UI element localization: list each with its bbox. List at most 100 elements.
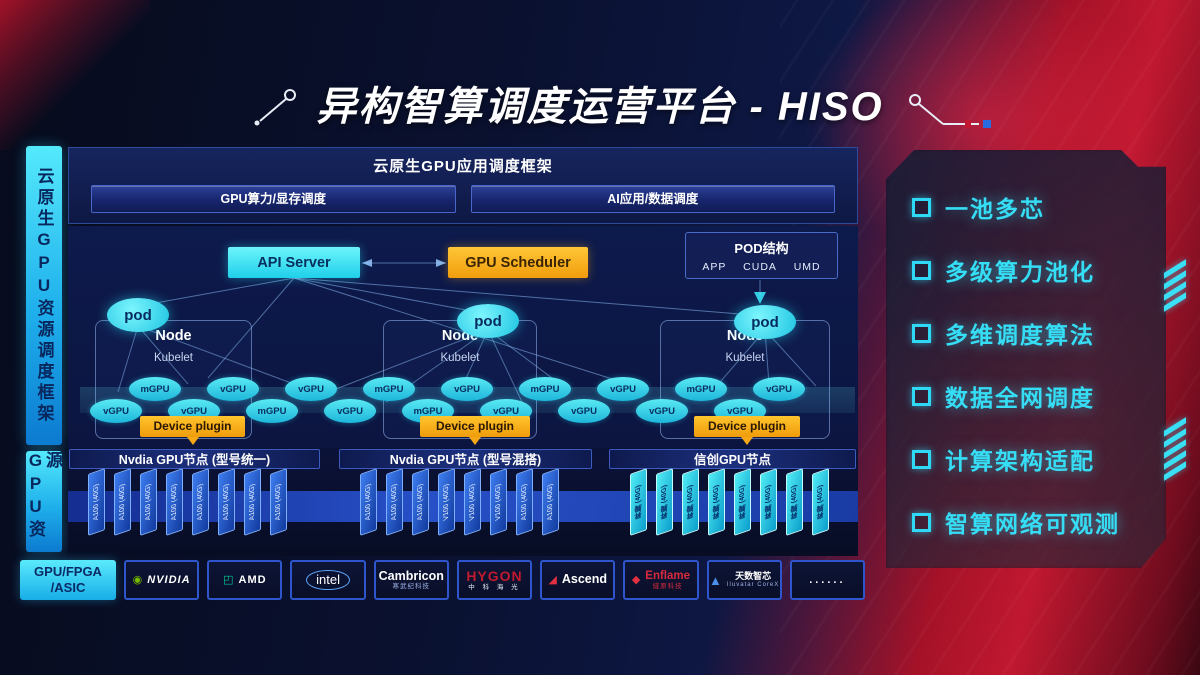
device-plugin-3: Device plugin [694, 416, 800, 445]
pod-structure-box: POD结构 APP CUDA UMD [685, 232, 838, 279]
feature-item: 智算网络可观测 [912, 505, 1166, 539]
gpu-card: 昇腾 (40G) [786, 468, 803, 536]
vendor-brand: Ascend [561, 572, 608, 587]
pod-ellipse-3: pod [734, 305, 796, 339]
app-scheduling-framework-panel: 云原生GPU应用调度框架 GPU算力/显存调度 AI应用/数据调度 [68, 147, 858, 224]
vendor-brand: NVIDIA [147, 573, 191, 586]
hazard-stripes-bottom-icon [1164, 417, 1186, 481]
gpu-card: 昇腾 (40G) [760, 468, 777, 536]
bar-gpu-compute-scheduling: GPU算力/显存调度 [91, 185, 456, 213]
chip-types-line1: GPU/FPGA [34, 564, 102, 580]
circuit-decoration-right-icon [909, 94, 991, 128]
gpu-card-group-3: 昇腾 (40G) 昇腾 (40G) 昇腾 (40G) 昇腾 (40G) 昇腾 (40G)… [630, 468, 829, 536]
gpu-card: A100 (40G) [166, 468, 183, 536]
gpu-ellipse: vGPU [90, 399, 142, 423]
pod-structure-title: POD结构 [734, 241, 789, 256]
vendor-brand: HYGON [466, 567, 523, 584]
feature-item: 计算架构适配 [912, 442, 1166, 476]
gpu-card: A100 (40G) [270, 468, 287, 536]
feature-label: 多级算力池化 [945, 259, 1095, 285]
enflame-flame-icon: ◆ [631, 573, 641, 586]
vendor-logo: ...... [789, 560, 865, 600]
gpu-card: A100 (40G) [218, 468, 235, 536]
feature-item: 一池多芯 [912, 190, 1166, 224]
gpu-card: 昇腾 (40G) [656, 468, 673, 536]
gpu-card: A100 (40G) [114, 468, 131, 536]
kubelet-label: Kubelet [440, 352, 480, 364]
vendor-subtitle: Iluvatar CoreX [726, 581, 780, 588]
gpu-card: 昇腾 (40G) [682, 468, 699, 536]
gpu-ellipse: vGPU [636, 399, 688, 423]
framework-title: 云原生GPU应用调度框架 [373, 158, 553, 175]
vendor-brand: ...... [809, 573, 846, 586]
vendor-logo-row: GPU/FPGA /ASIC ◉ NVIDIA ◰ AMD [20, 560, 865, 600]
device-plugin-1: Device plugin [140, 416, 245, 445]
vendor-logo: ◰ AMD [207, 560, 283, 600]
feature-list-panel: 一池多芯 多级算力池化 多维调度算法 数据全网调度 计算架构适配 [886, 150, 1166, 568]
page-title: 异构智算调度运营平台 - HISO [316, 85, 884, 129]
vendor-logo-list: ◉ NVIDIA ◰ AMD [124, 560, 865, 600]
gpu-scheduler-box: GPU Scheduler [448, 247, 588, 278]
gpu-ellipse: mGPU [246, 399, 298, 423]
iluvatar-triangle-icon: ▲ [709, 572, 722, 588]
feature-item: 多维调度算法 [912, 316, 1166, 350]
gpu-card: 昇腾 (40G) [708, 468, 725, 536]
vendor-subtitle: 燧原科技 [652, 582, 683, 590]
feature-label: 一池多芯 [945, 196, 1045, 222]
pod-structure-item-app: APP [702, 261, 727, 273]
gpu-group-header-mixed: Nvdia GPU节点 (型号混搭) [339, 449, 592, 469]
chip-types-line2: /ASIC [50, 580, 86, 595]
gpu-card-group-1: A100 (40G) A100 (40G) A100 (40G) A100 (40G)… [88, 468, 287, 536]
feature-label: 计算架构适配 [945, 448, 1095, 474]
vendor-brand: 天数智芯 [735, 570, 772, 581]
kubelet-label: Kubelet [153, 352, 193, 364]
gpu-card-group-2: A100 (40G) A100 (40G) A100 (40G) V100 (40G)… [360, 468, 559, 536]
gpu-group-header-xinchuang: 信创GPU节点 [609, 449, 856, 469]
gpu-ellipse: vGPU [324, 399, 376, 423]
gpu-card: A100 (40G) [140, 468, 157, 536]
vendor-logo: HYGON 中 科 海 光 [456, 560, 533, 600]
vendor-subtitle: 中 科 海 光 [468, 584, 521, 592]
gpu-card: 昇腾 (40G) [630, 468, 647, 536]
square-bullet-icon [912, 386, 931, 406]
gpu-card: 昇腾 (40G) [812, 468, 829, 536]
vendor-brand: Cambricon [378, 568, 444, 583]
gpu-card: A100 (40G) [386, 468, 403, 536]
gpu-ellipse: vGPU [207, 377, 259, 401]
sidebar-label-gpu-resource: GPU资源 [26, 451, 62, 552]
vendor-logo: ◉ NVIDIA [124, 560, 200, 600]
gpu-card: V100 (40G) [438, 468, 455, 536]
vendor-logo: ◢ Ascend [540, 560, 616, 600]
title-row: 异构智算调度运营平台 - HISO [0, 74, 1200, 132]
vendor-logo: ▲ 天数智芯 Iluvatar CoreX [706, 560, 782, 600]
square-bullet-icon [912, 449, 931, 469]
scheduling-diagram: API Server GPU Scheduler POD结构 APP CUDA … [68, 226, 858, 448]
gpu-card: A100 (40G) [244, 468, 261, 536]
pod-ellipse-1: pod [107, 298, 169, 332]
gpu-ellipse: mGPU [675, 377, 727, 401]
api-server-box: API Server [228, 247, 360, 278]
square-bullet-icon [912, 512, 931, 532]
chip-types-box: GPU/FPGA /ASIC [20, 560, 116, 600]
pod-structure-item-umd: UMD [793, 261, 821, 273]
gpu-card: A100 (40G) [88, 468, 105, 536]
vendor-subtitle: 寒武纪科技 [392, 583, 430, 591]
gpu-card: A100 (40G) [412, 468, 429, 536]
device-plugin-2: Device plugin [420, 416, 530, 445]
gpu-card: A100 (40G) [360, 468, 377, 536]
gpu-ellipse: vGPU [558, 399, 610, 423]
gpu-ellipse: vGPU [597, 377, 649, 401]
nvidia-eye-icon: ◉ [132, 573, 143, 586]
gpu-ellipse: vGPU [753, 377, 805, 401]
gpu-card: A100 (40G) [516, 468, 533, 536]
pod-structure-item-cuda: CUDA [743, 261, 777, 273]
kubelet-label: Kubelet [725, 352, 765, 364]
gpu-card: A100 (40G) [542, 468, 559, 536]
gpu-ellipse: mGPU [519, 377, 571, 401]
ascend-triangle-icon: ◢ [548, 573, 557, 586]
square-bullet-icon [912, 197, 931, 217]
feature-label: 多维调度算法 [945, 322, 1095, 348]
vendor-logo: Cambricon 寒武纪科技 [373, 560, 449, 600]
vendor-brand: Enflame [645, 570, 691, 583]
